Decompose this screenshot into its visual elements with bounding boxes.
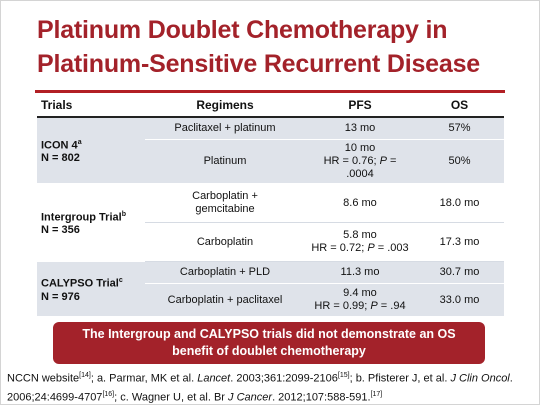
banner-line-1: The Intergroup and CALYPSO trials did no… <box>82 327 456 341</box>
banner-line-2: benefit of doublet chemotherapy <box>172 344 366 358</box>
pfs-hr: HR = 0.99; <box>314 300 368 312</box>
ref-c-rest: . 2012;107:588-591. <box>272 391 371 404</box>
ref-journal: J Clin Oncol <box>450 372 510 385</box>
trial-n: N = 356 <box>41 224 80 237</box>
title-divider <box>35 90 505 93</box>
header-trials: Trials <box>37 95 145 118</box>
regimen-line-2: gemcitabine <box>195 203 255 215</box>
os-cell: 33.0 mo <box>415 283 504 317</box>
trial-cell-icon4: ICON 4a N = 802 <box>37 117 145 184</box>
references: NCCN website[14]; a. Parmar, MK et al. L… <box>7 368 535 405</box>
trial-name: Intergroup Trial <box>41 211 122 224</box>
ref-b-rest: . 2006;24:4699-4707 <box>7 372 513 404</box>
os-cell: 30.7 mo <box>415 261 504 284</box>
table-row: Carboplatin + paclitaxel 9.4 mo HR = 0.9… <box>37 283 504 317</box>
table-row: CALYPSO Trialc N = 976 Carboplatin + PLD… <box>37 261 504 317</box>
regimen-line-1: Carboplatin + <box>192 190 258 202</box>
conclusion-banner: The Intergroup and CALYPSO trials did no… <box>53 322 485 364</box>
title-line-2: Platinum-Sensitive Recurrent Disease <box>37 50 480 78</box>
pfs-cell: 10 mo HR = 0.76; P = .0004 <box>305 139 415 184</box>
trial-n: N = 802 <box>41 152 80 165</box>
p-eq: = <box>374 242 388 254</box>
pfs-cell: 8.6 mo <box>305 183 415 223</box>
ref-nccn: NCCN website <box>7 372 80 385</box>
ref-journal: Lancet <box>197 372 231 385</box>
pfs-hr: HR = 0.76; <box>323 155 377 167</box>
p-label: P <box>367 242 375 254</box>
slide-title: Platinum Doublet Chemotherapy in Platinu… <box>37 13 527 81</box>
p-label: P <box>370 300 378 312</box>
pfs-value: 5.8 mo <box>343 229 377 241</box>
pfs-value: 10 mo <box>344 142 376 154</box>
os-cell: 17.3 mo <box>415 222 504 262</box>
table-row: Platinum 10 mo HR = 0.76; P = .0004 50% <box>37 139 504 184</box>
regimen-cell: Carboplatin + paclitaxel <box>145 283 305 317</box>
regimen-cell: Carboplatin <box>145 222 305 262</box>
trial-cell-intergroup: Intergroup Trialb N = 356 <box>37 183 145 262</box>
trial-name: ICON 4 <box>41 139 78 152</box>
p-eq: = <box>377 300 391 312</box>
ref-journal: J Cancer <box>228 391 273 404</box>
trial-cell-calypso: CALYPSO Trialc N = 976 <box>37 261 145 317</box>
os-cell: 18.0 mo <box>415 183 504 223</box>
ref-c: ; c. Wagner U, et al. Br <box>114 391 229 404</box>
pfs-hr: HR = 0.72; <box>311 242 365 254</box>
trial-footnote: c <box>118 277 123 285</box>
pfs-value: 9.4 mo <box>343 287 377 299</box>
ref-sup: [17] <box>370 390 383 398</box>
ref-a: ; a. Parmar, MK et al. <box>90 372 198 385</box>
pfs-cell: 9.4 mo HR = 0.99; P = .94 <box>305 283 415 317</box>
p-value: .003 <box>387 242 409 254</box>
header-os: OS <box>415 95 504 118</box>
ref-sup: [15] <box>337 372 350 379</box>
pfs-cell: 11.3 mo <box>305 261 415 284</box>
ref-b: ; b. Pfisterer J, et al. <box>349 372 451 385</box>
os-cell: 57% <box>415 117 504 140</box>
p-eq: = <box>386 155 397 167</box>
trial-footnote: a <box>77 138 82 146</box>
regimen-cell: Platinum <box>145 139 305 184</box>
header-regimens: Regimens <box>145 95 305 118</box>
table-row: ICON 4a N = 802 Paclitaxel + platinum 13… <box>37 117 504 184</box>
trials-table: Trials Regimens PFS OS ICON 4a N = 802 P… <box>37 95 504 317</box>
p-value: .0004 <box>346 168 374 180</box>
pfs-cell: 13 mo <box>305 117 415 140</box>
ref-sup: [14] <box>79 372 91 379</box>
trial-footnote: b <box>121 210 126 218</box>
header-pfs: PFS <box>305 95 415 118</box>
title-line-1: Platinum Doublet Chemotherapy in <box>37 16 448 44</box>
p-value: .94 <box>390 300 406 312</box>
table-row: Intergroup Trialb N = 356 Carboplatin + … <box>37 183 504 262</box>
os-cell: 50% <box>415 139 504 184</box>
trial-name: CALYPSO Trial <box>41 277 119 290</box>
table-header-row: Trials Regimens PFS OS <box>37 95 504 118</box>
p-label: P <box>379 155 387 167</box>
table-row: Carboplatin 5.8 mo HR = 0.72; P = .003 1… <box>37 222 504 262</box>
ref-sup: [16] <box>102 390 115 398</box>
regimen-cell: Carboplatin + PLD <box>145 261 305 284</box>
regimen-cell: Carboplatin + gemcitabine <box>145 183 305 223</box>
trial-n: N = 976 <box>41 290 80 303</box>
banner-text: The Intergroup and CALYPSO trials did no… <box>69 326 469 360</box>
regimen-cell: Paclitaxel + platinum <box>145 117 305 140</box>
pfs-cell: 5.8 mo HR = 0.72; P = .003 <box>305 222 415 262</box>
ref-a-rest: . 2003;361:2099-2106 <box>230 372 338 385</box>
